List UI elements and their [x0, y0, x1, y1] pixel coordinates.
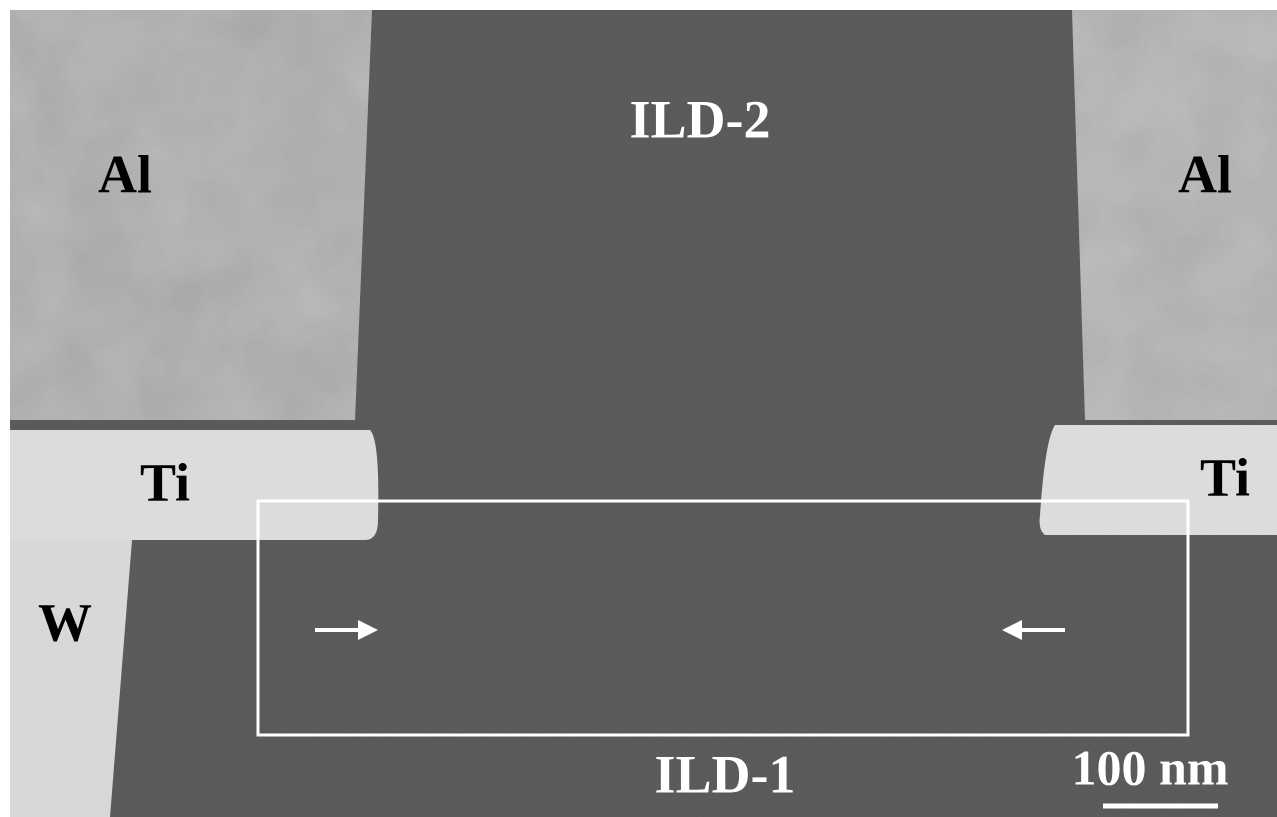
al-left-region — [10, 10, 372, 420]
label: Al — [98, 144, 152, 204]
label: Ti — [140, 452, 190, 512]
label: ILD-1 — [654, 744, 795, 804]
label: W — [38, 592, 92, 652]
al-right-region — [1072, 10, 1277, 420]
scale-label: 100 nm — [1072, 739, 1229, 795]
label: Ti — [1200, 447, 1250, 507]
micrograph: ILD-2 Al Al Ti Ti W ILD-1 100 nm — [0, 0, 1277, 817]
ti-left-region — [10, 430, 378, 540]
label: Al — [1178, 144, 1232, 204]
label: ILD-2 — [629, 89, 770, 149]
